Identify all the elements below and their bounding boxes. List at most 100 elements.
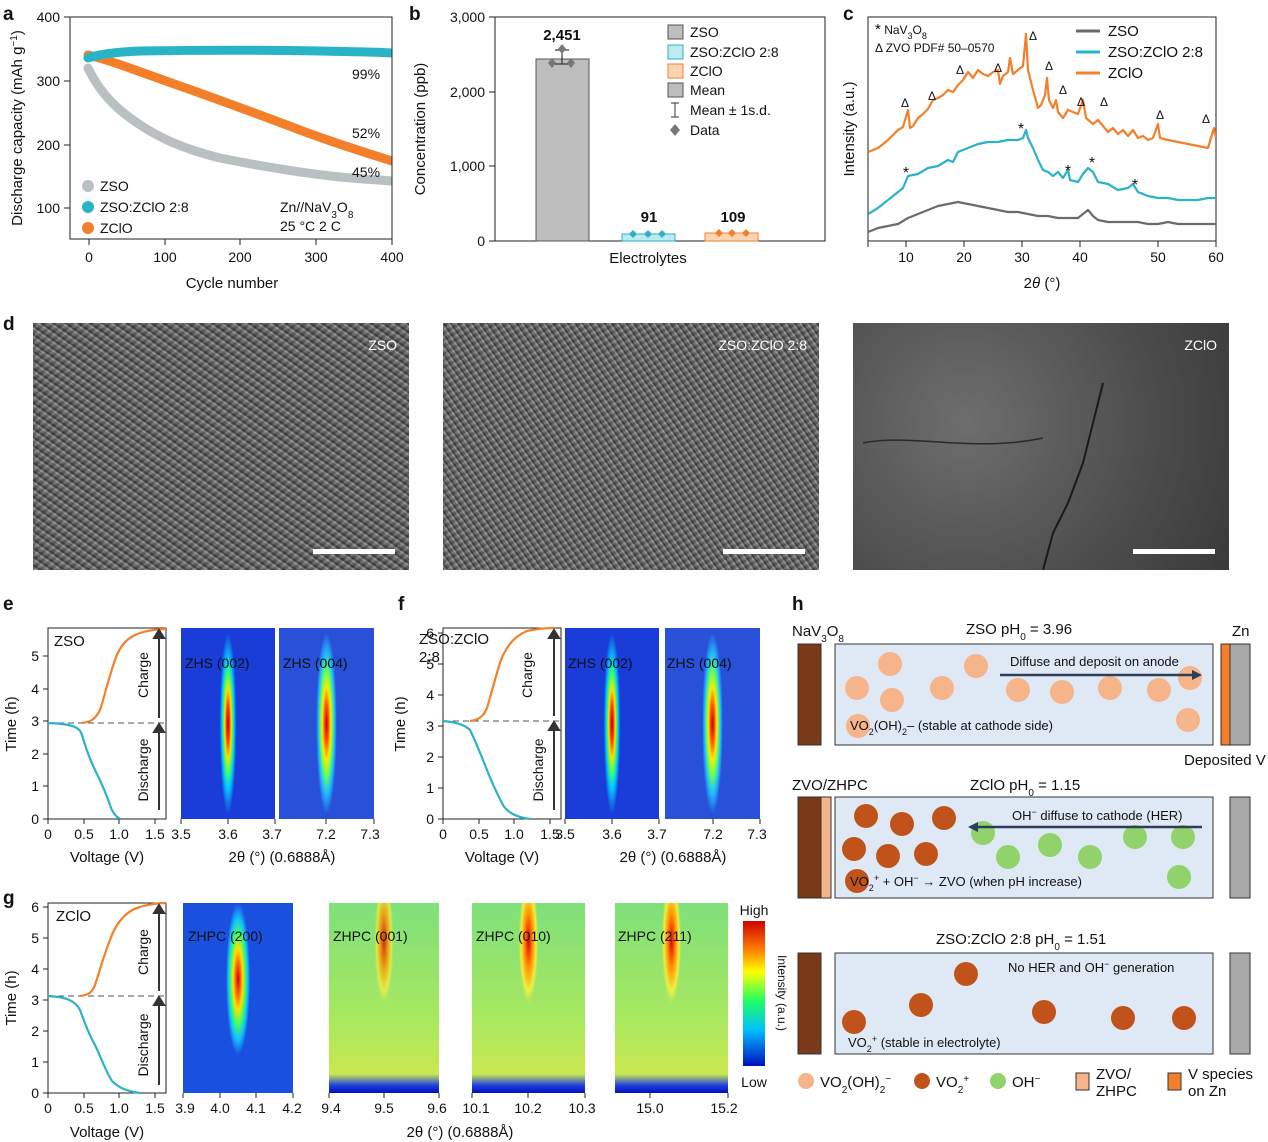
legend-v-species: V species on Zn	[1188, 1066, 1253, 1100]
svg-text:4.1: 4.1	[246, 1100, 266, 1116]
scale-bar	[313, 549, 395, 554]
cathode-label: NaV3O8	[792, 623, 844, 645]
svg-text:10.2: 10.2	[514, 1100, 541, 1116]
charge-label: Charge	[135, 929, 151, 975]
row3-title: ZSO:ZClO 2:8 pH0 = 1.51	[936, 931, 1106, 953]
svg-text:Δ: Δ	[1077, 95, 1085, 109]
legend-zvo-zhpc: ZVO/ZHPC	[1096, 1066, 1137, 1100]
legend-zclo: ZClO	[690, 63, 723, 79]
map-label: ZHPC (010)	[476, 928, 551, 944]
bar-label-zso: 2,451	[543, 27, 581, 44]
colorbar-high: High	[740, 902, 769, 918]
legend-mean: Mean	[690, 82, 725, 98]
xtick-label: 30	[1014, 249, 1030, 265]
map-label: ZHS (004)	[283, 655, 348, 671]
panel-g-chart: Charge Discharge ZClO 0 1 2 3 4 5 6 0 0.5 1.0 1.5…	[3, 899, 789, 1141]
svg-text:7.2: 7.2	[316, 826, 336, 842]
sem-label: ZSO:ZClO 2:8	[718, 337, 807, 353]
sem-image-zclo: ZClO	[853, 323, 1229, 570]
charge-label: Charge	[519, 652, 535, 698]
anode-label: Zn	[1232, 623, 1250, 640]
map-x-axis-label: 2θ (°) (0.6888Å)	[620, 849, 727, 866]
xtick-label: 60	[1208, 249, 1224, 265]
colorbar-low: Low	[741, 1074, 768, 1090]
discharge-curve	[47, 994, 141, 1095]
xtick-label: 10	[898, 249, 914, 265]
svg-text:*: *	[1132, 177, 1138, 194]
svg-text:4.2: 4.2	[282, 1100, 302, 1116]
xtick-label: 0	[85, 249, 93, 265]
x-axis-label: Voltage (V)	[465, 849, 539, 866]
bar-zso	[535, 58, 590, 242]
svg-text:3.7: 3.7	[647, 826, 667, 842]
bar-label-zso-zclo: 91	[641, 209, 658, 226]
retention-label-zso: 45%	[352, 164, 380, 180]
svg-text:3: 3	[31, 992, 39, 1008]
panel-letter-g: g	[3, 888, 15, 909]
svg-text:Δ: Δ	[1156, 108, 1164, 122]
panel-a-chart: 100 200 300 400 0 100 200 300 400 Cycle …	[9, 9, 404, 292]
svg-text:1.0: 1.0	[109, 826, 129, 842]
svg-text:1: 1	[31, 778, 39, 794]
key-delta: Δ ZVO PDF# 50–0570	[875, 41, 995, 55]
xtick-label: 300	[304, 249, 328, 265]
svg-text:*: *	[1018, 121, 1024, 138]
row2-title: ZClO pH0 = 1.15	[970, 777, 1080, 799]
svg-text:2: 2	[31, 1023, 39, 1039]
svg-text:5: 5	[31, 648, 39, 664]
svg-text:*: *	[1065, 163, 1071, 180]
svg-text:0: 0	[426, 811, 434, 827]
xtick-label: 400	[380, 249, 404, 265]
colorbar	[743, 921, 765, 1066]
svg-text:3.5: 3.5	[171, 826, 191, 842]
svg-text:3: 3	[31, 713, 39, 729]
map-x-axis-label: 2θ (°) (0.6888Å)	[229, 849, 336, 866]
svg-text:5: 5	[426, 656, 434, 672]
ytick-label: 300	[37, 73, 61, 89]
discharge-label: Discharge	[530, 738, 546, 801]
svg-text:4.0: 4.0	[210, 1100, 230, 1116]
svg-text:Δ: Δ	[1202, 112, 1210, 126]
sem-label: ZSO	[368, 337, 397, 353]
svg-text:Δ: Δ	[1029, 29, 1037, 43]
x-axis-label: Cycle number	[186, 275, 279, 292]
svg-text:Δ: Δ	[901, 96, 909, 110]
colorbar-label: Intensity (a.u.)	[775, 955, 789, 1031]
svg-text:6: 6	[31, 899, 39, 915]
sem-label: ZClO	[1184, 337, 1217, 353]
map-label: ZHPC (211)	[618, 928, 692, 944]
panel-c-chart: 10 20 30 40 50 60 2θ (°) Intensity (a.u.…	[841, 16, 1224, 292]
discharge-label: Discharge	[135, 738, 151, 801]
svg-text:4: 4	[31, 961, 39, 977]
svg-text:0.5: 0.5	[74, 826, 94, 842]
ytick-label: 100	[37, 200, 61, 216]
svg-text:15.0: 15.0	[636, 1100, 663, 1116]
series-zso-zclo-xrd	[868, 128, 1216, 215]
legend-vo2: VO2+	[936, 1074, 969, 1096]
svg-text:7.3: 7.3	[747, 826, 767, 842]
series-zso-xrd	[868, 200, 1216, 234]
panel-letter-c: c	[843, 4, 854, 25]
ytick-label: 1,000	[450, 158, 485, 174]
deposited-label: Deposited V	[1184, 752, 1266, 769]
svg-text:3.6: 3.6	[602, 826, 622, 842]
svg-text:Δ: Δ	[1100, 95, 1108, 109]
y-axis-label: Time (h)	[3, 696, 20, 751]
svg-text:1.5: 1.5	[540, 826, 560, 842]
x-axis-label: Voltage (V)	[70, 849, 144, 866]
svg-text:4: 4	[31, 681, 39, 697]
x-axis-label: Electrolytes	[609, 250, 687, 267]
series-zso-line	[83, 63, 392, 186]
panel-b-chart: 0 1,000 2,000 3,000 Concentration (ppb) …	[412, 9, 826, 267]
panel-letter-a: a	[3, 4, 14, 25]
svg-text:1.0: 1.0	[109, 1100, 129, 1116]
svg-text:Δ: Δ	[928, 89, 936, 103]
svg-text:3.9: 3.9	[175, 1100, 195, 1116]
y-axis-label: Time (h)	[3, 970, 20, 1025]
svg-text:2: 2	[31, 746, 39, 762]
ytick-label: 200	[37, 137, 61, 153]
svg-text:0: 0	[44, 826, 52, 842]
legend-zso-zclo: ZSO:ZClO 2:8	[1108, 44, 1203, 61]
row3-note: No HER and OH− generation	[1008, 959, 1174, 975]
bar-label-zclo: 109	[720, 209, 745, 226]
